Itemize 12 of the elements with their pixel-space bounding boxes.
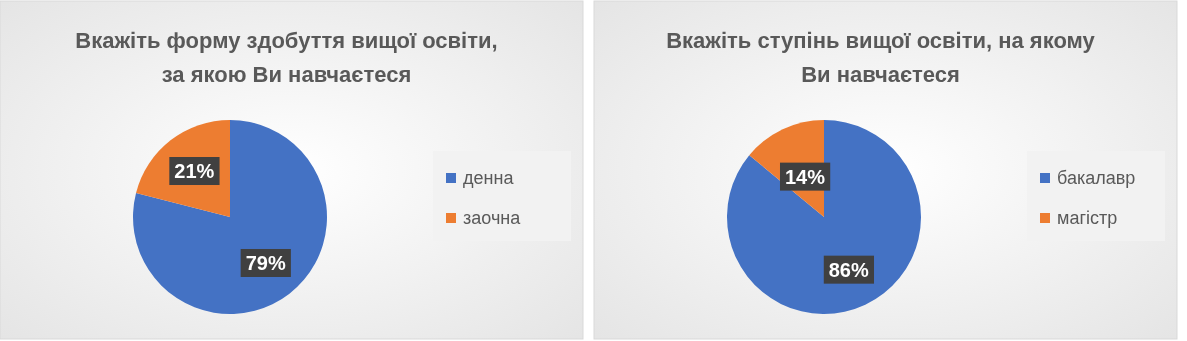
pie-slice: [727, 120, 921, 314]
legend-label: денна: [463, 168, 515, 189]
legend-label: бакалавр: [1057, 168, 1136, 189]
data-label: 14%: [784, 165, 826, 188]
data-label: 79%: [245, 251, 286, 274]
data-label: 86%: [828, 258, 870, 281]
legend-label: заочна: [463, 208, 522, 229]
chart-title: Вкажіть форму здобуття вищої освіти, за якою Ви навчаєтеся: [75, 28, 498, 87]
chart-title: Вкажіть ступінь вищої освіти, на якому Ви навчаєтеся: [666, 28, 1096, 87]
data-label: 21%: [174, 160, 215, 183]
legend-label: магістр: [1057, 208, 1118, 229]
pie-slice: [133, 120, 327, 314]
